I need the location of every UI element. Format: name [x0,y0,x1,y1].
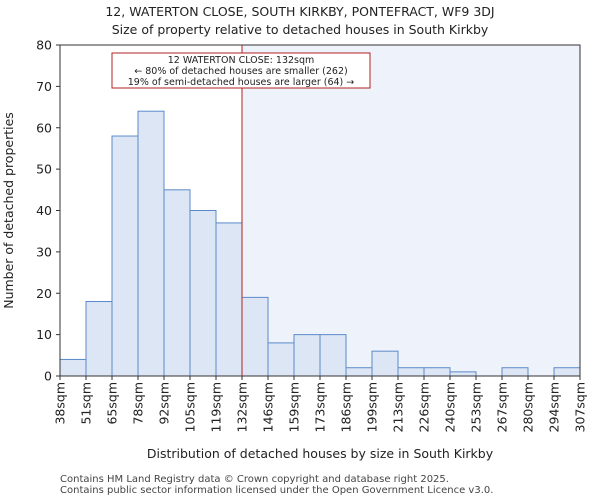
x-tick-label-199sqm: 199sqm [365,382,380,432]
y-axis-label: Number of detached properties [1,112,16,309]
y-tick-label-80: 80 [36,38,52,53]
x-tick-label-159sqm: 159sqm [287,382,302,432]
chart-subtitle: Size of property relative to detached ho… [111,22,489,37]
x-tick-label-132sqm: 132sqm [235,382,250,432]
y-tick-label-20: 20 [36,286,52,301]
x-tick-label-173sqm: 173sqm [313,382,328,432]
y-tick-label-40: 40 [36,203,52,218]
x-tick-label-267sqm: 267sqm [495,382,510,432]
bar-213sqm [397,367,425,377]
bar-38sqm [59,358,87,377]
x-tick-label-280sqm: 280sqm [521,382,536,432]
y-tick-label-60: 60 [36,120,52,135]
bar-105sqm [189,210,217,377]
bar-159sqm [293,334,321,377]
x-tick-label-38sqm: 38sqm [53,382,68,425]
bar-65sqm [111,135,139,377]
footer-line-2: Contains public sector information licen… [60,485,494,496]
x-tick-label-294sqm: 294sqm [547,382,562,432]
annotation-line-1: 12 WATERTON CLOSE: 132sqm [168,55,315,66]
y-tick-label-0: 0 [44,369,52,384]
x-tick-label-226sqm: 226sqm [417,382,432,432]
annotation-line-3: 19% of semi-detached houses are larger (… [128,77,355,88]
footer-line-1: Contains HM Land Registry data © Crown c… [60,474,449,485]
bar-240sqm [449,371,477,377]
bar-78sqm [137,110,165,377]
bar-51sqm [85,301,113,377]
bar-186sqm [345,367,373,377]
y-tick-label-50: 50 [36,162,52,177]
x-tick-label-105sqm: 105sqm [183,382,198,432]
annotation-line-2: ← 80% of detached houses are smaller (26… [134,66,347,77]
x-tick-label-146sqm: 146sqm [261,382,276,432]
annotation-box [111,52,371,89]
bar-132sqm [241,296,269,377]
x-tick-label-253sqm: 253sqm [469,382,484,432]
y-tick-label-70: 70 [36,79,52,94]
chart-title: 12, WATERTON CLOSE, SOUTH KIRKBY, PONTEF… [105,4,495,19]
bar-226sqm [423,367,451,377]
y-tick-label-10: 10 [36,327,52,342]
bar-199sqm [371,350,399,377]
x-tick-label-78sqm: 78sqm [131,382,146,425]
bar-173sqm [319,334,347,377]
x-tick-label-119sqm: 119sqm [209,382,224,432]
bar-92sqm [163,189,191,377]
x-tick-label-307sqm: 307sqm [573,382,588,432]
x-tick-label-51sqm: 51sqm [79,382,94,425]
x-tick-label-186sqm: 186sqm [339,382,354,432]
highlight-region [242,45,580,376]
bar-146sqm [267,342,295,377]
bar-267sqm [501,367,529,377]
x-tick-label-213sqm: 213sqm [391,382,406,432]
x-tick-label-92sqm: 92sqm [157,382,172,425]
bar-119sqm [215,222,243,377]
bar-294sqm [553,367,581,377]
x-tick-label-240sqm: 240sqm [443,382,458,432]
x-axis-label: Distribution of detached houses by size … [147,446,494,461]
x-tick-label-65sqm: 65sqm [105,382,120,425]
y-tick-label-30: 30 [36,244,52,259]
